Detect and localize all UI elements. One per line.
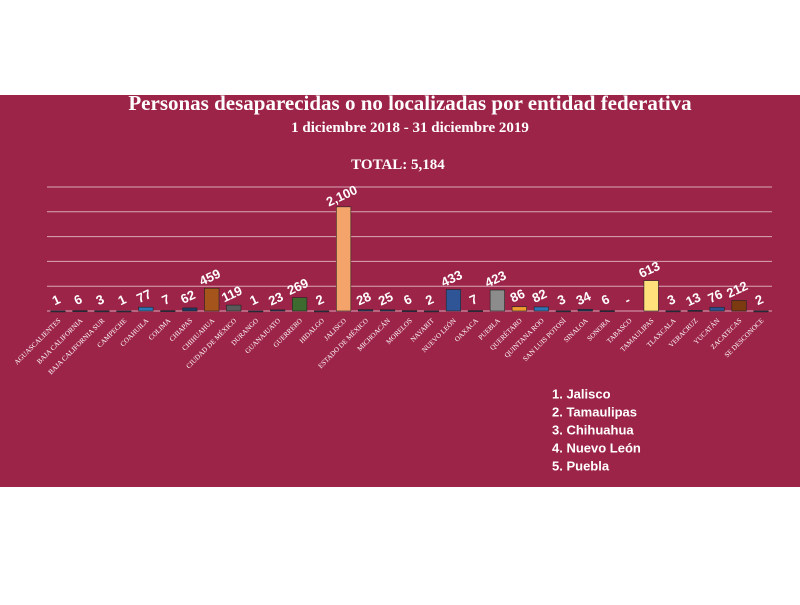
bar bbox=[94, 310, 110, 313]
bar bbox=[467, 310, 483, 312]
value-label: 82 bbox=[530, 286, 549, 306]
bar bbox=[401, 310, 418, 313]
bar bbox=[182, 307, 198, 312]
chart-title: Personas desaparecidas o no localizadas … bbox=[128, 91, 692, 115]
value-label: 13 bbox=[683, 289, 702, 309]
bar bbox=[270, 309, 286, 312]
bar bbox=[138, 306, 154, 312]
bar bbox=[709, 306, 725, 312]
bar bbox=[643, 280, 659, 312]
bar bbox=[423, 310, 440, 313]
source: Fuente: Registro Nacional de Personas De… bbox=[424, 492, 795, 504]
bar bbox=[116, 310, 132, 313]
value-label: 76 bbox=[705, 286, 724, 306]
bar bbox=[204, 287, 220, 312]
bar bbox=[533, 306, 549, 312]
ranking-item: 4. Nuevo León bbox=[552, 440, 641, 455]
bar bbox=[50, 310, 66, 313]
bar bbox=[665, 310, 681, 313]
bar bbox=[292, 297, 308, 312]
value-label: 77 bbox=[134, 286, 153, 306]
value-label: 62 bbox=[178, 287, 197, 307]
value-label: 28 bbox=[354, 289, 373, 309]
ranking-item: 3. Chihuahua bbox=[552, 422, 634, 437]
bar bbox=[248, 310, 264, 313]
total: TOTAL: 5,184 bbox=[351, 157, 445, 173]
value-label: 23 bbox=[266, 289, 285, 309]
value-label: 25 bbox=[376, 289, 395, 309]
ranking-item: 1. Jalisco bbox=[552, 386, 611, 401]
value-label: - bbox=[622, 292, 632, 307]
bar bbox=[336, 206, 352, 312]
bar bbox=[599, 310, 615, 313]
slide-background bbox=[0, 95, 800, 487]
ranking-item: 2. Tamaulipas bbox=[552, 404, 637, 419]
bar bbox=[687, 310, 703, 312]
bar bbox=[489, 289, 505, 312]
bar bbox=[314, 310, 330, 313]
bar bbox=[731, 300, 747, 312]
value-label: 34 bbox=[574, 288, 594, 308]
bar bbox=[511, 306, 527, 312]
bar bbox=[555, 310, 571, 313]
value-label: 86 bbox=[508, 286, 527, 306]
bar bbox=[379, 309, 396, 312]
ranking-item: 5. Puebla bbox=[552, 458, 610, 473]
chart-subtitle: 1 diciembre 2018 - 31 diciembre 2019 bbox=[291, 120, 529, 136]
bar bbox=[72, 310, 88, 313]
bar bbox=[753, 310, 769, 313]
bar bbox=[445, 289, 461, 312]
bar bbox=[577, 309, 593, 312]
bar bbox=[226, 304, 242, 312]
bar bbox=[358, 309, 374, 312]
bar bbox=[160, 310, 176, 312]
